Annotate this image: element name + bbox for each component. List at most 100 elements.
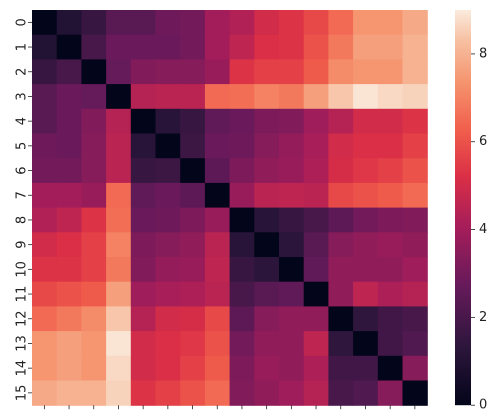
heatmap-cell <box>279 34 305 60</box>
heatmap-cell <box>106 10 132 36</box>
heatmap-cell <box>56 257 82 283</box>
heatmap-cell <box>377 10 404 36</box>
heatmap-cell <box>328 331 354 357</box>
heatmap-cell <box>254 108 280 135</box>
heatmap-cell <box>155 34 181 60</box>
heatmap-cell <box>279 158 305 184</box>
heatmap-cell <box>402 10 428 36</box>
heatmap-cell <box>130 34 157 60</box>
heatmap-cell <box>180 10 206 36</box>
heatmap-cell <box>180 108 206 135</box>
heatmap-cell <box>180 281 206 307</box>
heatmap-cell <box>353 380 379 406</box>
heatmap-cell <box>279 133 305 159</box>
heatmap-cell <box>204 331 231 357</box>
heatmap-cell <box>56 207 82 233</box>
heatmap-cell <box>279 10 305 36</box>
colorbar-tick-label: 0 <box>479 398 487 413</box>
heatmap-cell <box>353 281 379 307</box>
heatmap-cell <box>32 257 58 283</box>
heatmap-cell <box>377 207 404 233</box>
heatmap-cell <box>81 306 107 332</box>
heatmap-cell <box>204 207 231 233</box>
heatmap-cell <box>81 380 107 406</box>
heatmap-cell <box>402 306 428 332</box>
heatmap-cell <box>32 158 58 184</box>
heatmap-cell <box>229 331 255 357</box>
heatmap-cell <box>56 380 82 406</box>
heatmap-cell <box>328 306 354 332</box>
heatmap-cell <box>377 34 404 60</box>
heatmap-cell <box>353 331 379 357</box>
heatmap-cell <box>303 355 329 382</box>
heatmap-cell <box>229 10 255 36</box>
heatmap-cell <box>81 10 107 36</box>
heatmap-cell <box>56 331 82 357</box>
heatmap-cell <box>180 355 206 382</box>
heatmap-cell <box>81 355 107 382</box>
heatmap-cell <box>32 281 58 307</box>
heatmap-cell <box>279 355 305 382</box>
heatmap-cell <box>279 232 305 258</box>
heatmap-cell <box>56 281 82 307</box>
heatmap-cell <box>353 84 379 110</box>
heatmap-cell <box>353 34 379 60</box>
heatmap-cell <box>32 10 58 36</box>
heatmap-cell <box>130 281 157 307</box>
heatmap-cell <box>328 380 354 406</box>
heatmap-cell <box>328 59 354 85</box>
heatmap-cell <box>377 182 404 209</box>
heatmap-cell <box>303 257 329 283</box>
heatmap-cell <box>353 108 379 135</box>
heatmap-cell <box>328 10 354 36</box>
heatmap-cell <box>204 232 231 258</box>
heatmap-cell <box>279 59 305 85</box>
heatmap-cell <box>229 306 255 332</box>
heatmap-cell <box>180 182 206 209</box>
heatmap-cell <box>155 84 181 110</box>
heatmap-cell <box>254 10 280 36</box>
heatmap-cell <box>353 158 379 184</box>
y-tick-label: 1 <box>15 43 30 51</box>
heatmap-cell <box>32 108 58 135</box>
heatmap-cell <box>106 257 132 283</box>
heatmap-cell <box>328 84 354 110</box>
heatmap-cell <box>155 158 181 184</box>
heatmap-cell <box>229 108 255 135</box>
heatmap-cell <box>303 158 329 184</box>
heatmap-cell <box>254 380 280 406</box>
heatmap-cell <box>229 281 255 307</box>
heatmap-cell <box>180 133 206 159</box>
heatmap-cell <box>56 84 82 110</box>
heatmap-cell <box>254 158 280 184</box>
heatmap-cell <box>328 133 354 159</box>
heatmap-cell <box>155 108 181 135</box>
heatmap-cell <box>56 306 82 332</box>
heatmap-cell <box>328 182 354 209</box>
heatmap-cell <box>303 306 329 332</box>
heatmap-cell <box>81 182 107 209</box>
heatmap-cell <box>254 84 280 110</box>
heatmap-cell <box>56 182 82 209</box>
heatmap-cell <box>155 331 181 357</box>
heatmap-cell <box>56 108 82 135</box>
heatmap-cell <box>32 207 58 233</box>
heatmap-cell <box>402 133 428 159</box>
heatmap-cell <box>204 108 231 135</box>
heatmap-cell <box>81 84 107 110</box>
heatmap-cell <box>303 59 329 85</box>
heatmap-cell <box>328 232 354 258</box>
heatmap-cell <box>377 232 404 258</box>
heatmap-cell <box>229 232 255 258</box>
heatmap-cell <box>204 158 231 184</box>
heatmap-cell <box>254 182 280 209</box>
heatmap-cell <box>81 59 107 85</box>
heatmap-cell <box>353 182 379 209</box>
heatmap-cell <box>229 207 255 233</box>
heatmap-cell <box>377 84 404 110</box>
heatmap-cell <box>254 331 280 357</box>
heatmap-cell <box>402 108 428 135</box>
heatmap-cell <box>155 380 181 406</box>
